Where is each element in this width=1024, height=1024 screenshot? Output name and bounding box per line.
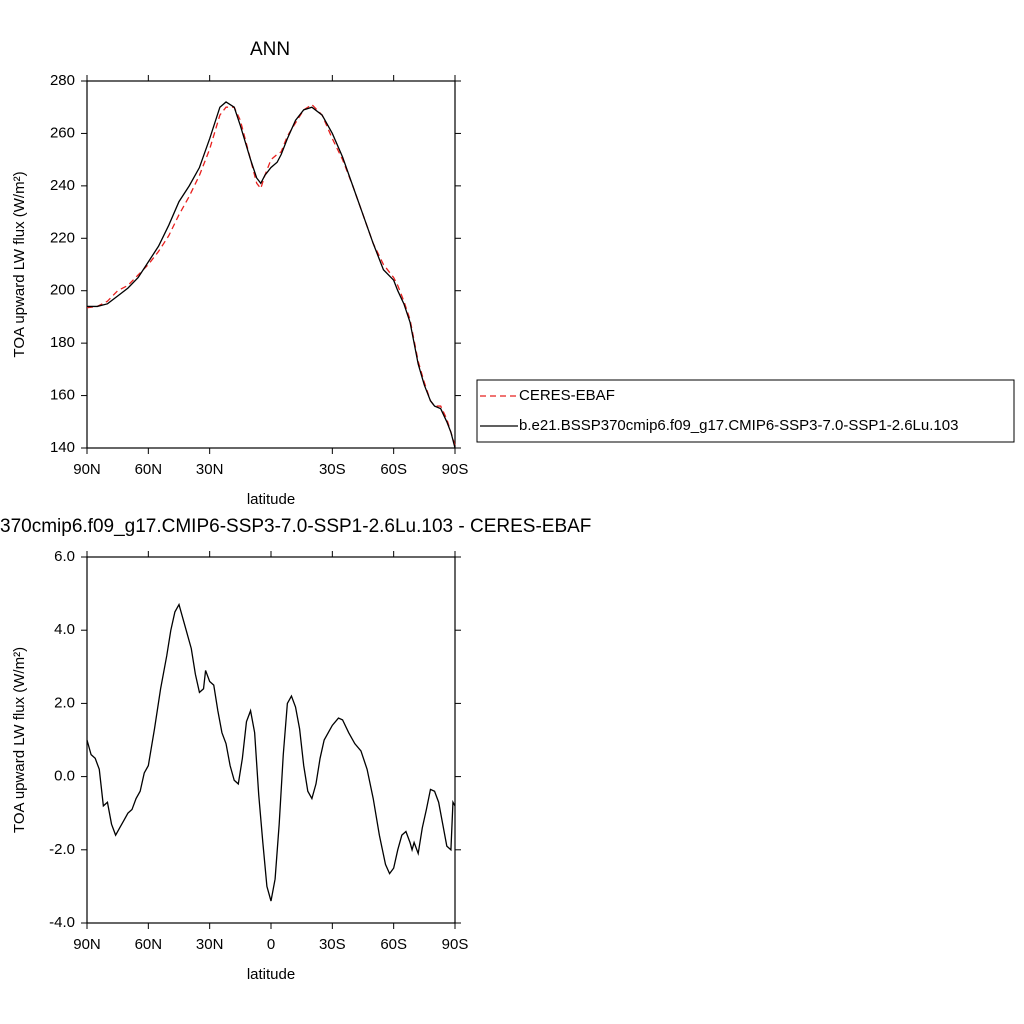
y-tick-label: 6.0 bbox=[54, 548, 75, 565]
y-axis-label: TOA upward LW flux (W/m²) bbox=[11, 171, 28, 357]
x-tick-label: 90S bbox=[442, 461, 469, 478]
y-tick-label: 180 bbox=[50, 334, 75, 351]
y-tick-label: 0.0 bbox=[54, 768, 75, 785]
chart-title: 370cmip6.f09_g17.CMIP6-SSP3-7.0-SSP1-2.6… bbox=[0, 516, 591, 537]
y-tick-label: 240 bbox=[50, 177, 75, 194]
x-tick-label: 90N bbox=[73, 461, 101, 478]
y-tick-label: 160 bbox=[50, 387, 75, 404]
y-tick-label: -2.0 bbox=[49, 841, 75, 858]
data-line bbox=[86, 602, 456, 902]
x-axis-label: latitude bbox=[247, 966, 295, 983]
y-tick-label: 140 bbox=[50, 439, 75, 456]
y-tick-label: 260 bbox=[50, 124, 75, 141]
x-tick-label: 30S bbox=[319, 461, 346, 478]
y-tick-label: 220 bbox=[50, 229, 75, 246]
y-axis-label: TOA upward LW flux (W/m²) bbox=[11, 647, 28, 833]
x-tick-label: 60S bbox=[380, 461, 407, 478]
y-tick-label: 200 bbox=[50, 282, 75, 299]
plot-frame bbox=[86, 556, 456, 924]
x-tick-label: 0 bbox=[267, 936, 275, 953]
legend-box bbox=[476, 379, 1015, 443]
x-tick-label: 30N bbox=[196, 936, 224, 953]
x-axis-label: latitude bbox=[247, 491, 295, 508]
x-tick-label: 30N bbox=[196, 461, 224, 478]
x-tick-label: 60N bbox=[135, 936, 163, 953]
x-tick-label: 60N bbox=[135, 461, 163, 478]
x-tick-label: 90N bbox=[73, 936, 101, 953]
plot-frame bbox=[86, 80, 456, 449]
data-line bbox=[86, 103, 456, 446]
chart-title: ANN bbox=[250, 39, 290, 60]
legend-label: b.e21.BSSP370cmip6.f09_g17.CMIP6-SSP3-7.… bbox=[519, 417, 958, 434]
x-tick-label: 60S bbox=[380, 936, 407, 953]
x-tick-label: 90S bbox=[442, 936, 469, 953]
y-tick-label: 280 bbox=[50, 72, 75, 89]
y-tick-label: 4.0 bbox=[54, 621, 75, 638]
y-tick-label: 2.0 bbox=[54, 694, 75, 711]
data-line bbox=[87, 101, 456, 449]
x-tick-label: 30S bbox=[319, 936, 346, 953]
y-tick-label: -4.0 bbox=[49, 914, 75, 931]
legend-label: CERES-EBAF bbox=[519, 387, 615, 404]
